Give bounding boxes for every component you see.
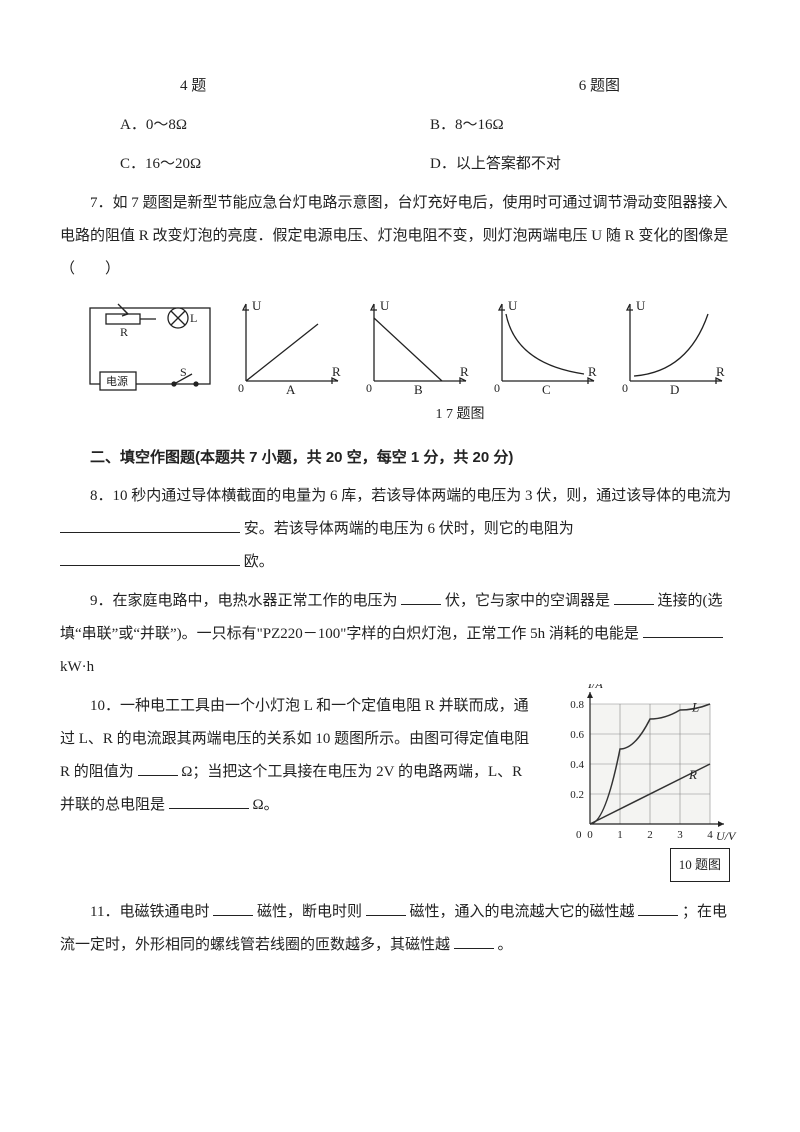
svg-text:R: R [460,364,469,379]
q10-figure: 0 1 2 3 4 0.2 0.4 0.6 0.8 0 U/V I/A L R 10 题图 [550,684,740,883]
svg-text:R: R [588,364,597,379]
q10-caption: 10 题图 [670,848,730,883]
q7-option-a: 0 U R A [228,296,348,396]
svg-text:D: D [670,382,679,396]
q9-t4: kW·h [60,659,94,675]
q10-wrap: 10．一种电工工具由一个小灯泡 L 和一个定值电阻 R 并联而成，通过 L、R … [60,684,740,883]
q8-t2: 安。若该导体两端的电压为 6 伏时，则它的电阻为 [244,521,574,537]
svg-text:3: 3 [677,829,683,841]
q6-choice-c: C．16～20Ω [120,148,430,181]
svg-text:L: L [190,311,197,325]
svg-text:电源: 电源 [106,374,128,388]
svg-text:2: 2 [647,829,653,841]
svg-text:0: 0 [622,381,628,395]
q7-diagram-row: R L S 电源 0 U R A 0 U R B [80,296,740,396]
q7-text: 7．如 7 题图是新型节能应急台灯电路示意图，台灯充好电后，使用时可通过调节滑动… [60,187,740,286]
q9-t1: 9．在家庭电路中，电热水器正常工作的电压为 [90,593,398,609]
q10-blank-1[interactable] [138,758,178,776]
svg-text:0: 0 [366,381,372,395]
q11-t1: 11．电磁铁通电时 [90,904,209,920]
q6-caption: 6 题图 [579,70,620,103]
q7-option-b: 0 U R B [356,296,476,396]
q6-choice-row-2: C．16～20Ω D．以上答案都不对 [60,148,740,181]
svg-text:I/A: I/A [587,684,603,691]
svg-text:0: 0 [587,829,593,841]
q11-t5: 。 [498,937,513,953]
q4-caption: 4 题 [180,70,206,103]
q9: 9．在家庭电路中，电热水器正常工作的电压为 伏，它与家中的空调器是 连接的(选填… [60,585,740,684]
svg-text:R: R [716,364,725,379]
q10-t3: Ω。 [253,797,279,813]
svg-text:0.6: 0.6 [570,729,584,741]
svg-text:0: 0 [494,381,500,395]
svg-text:0: 0 [238,381,244,395]
q11-blank-1[interactable] [213,898,253,916]
q6-choice-b: B．8～16Ω [430,109,740,142]
svg-text:0: 0 [576,829,582,841]
q11-blank-2[interactable] [366,898,406,916]
q6-choice-d: D．以上答案都不对 [430,148,740,181]
svg-text:4: 4 [707,829,713,841]
q7-diagram-caption: 1 7 题图 [180,400,740,431]
q10-blank-2[interactable] [169,791,249,809]
svg-text:U: U [508,298,518,313]
svg-text:0.2: 0.2 [570,789,584,801]
q11-t3: 磁性，通入的电流越大它的磁性越 [409,904,634,920]
svg-text:C: C [542,382,551,396]
svg-text:U/V: U/V [716,829,737,843]
q9-blank-3[interactable] [643,620,723,638]
q8-t1: 8．10 秒内通过导体横截面的电量为 6 库，若该导体两端的电压为 3 伏，则，… [90,488,731,504]
q11: 11．电磁铁通电时 磁性，断电时则 磁性，通入的电流越大它的磁性越 ；在电流一定… [60,896,740,962]
svg-text:0.8: 0.8 [570,699,584,711]
q6-choice-a: A．0～8Ω [120,109,430,142]
q10: 10．一种电工工具由一个小灯泡 L 和一个定值电阻 R 并联而成，通过 L、R … [60,690,538,822]
q8-blank-1[interactable] [60,515,240,533]
q7-circuit: R L S 电源 [80,296,220,396]
svg-text:S: S [180,365,187,379]
svg-text:L: L [691,699,699,714]
svg-text:R: R [332,364,341,379]
q9-blank-2[interactable] [614,587,654,605]
svg-text:U: U [636,298,646,313]
q8-blank-2[interactable] [60,548,240,566]
q9-blank-1[interactable] [401,587,441,605]
svg-text:0.4: 0.4 [570,759,584,771]
caption-row: 4 题 6 题图 [60,70,740,103]
q7-option-c: 0 U R C [484,296,604,396]
q7-option-d: 0 U R D [612,296,732,396]
q11-t2: 磁性，断电时则 [257,904,362,920]
q11-blank-3[interactable] [638,898,678,916]
section2-head: 二、填空作图题(本题共 7 小题，共 20 空，每空 1 分，共 20 分) [60,441,740,474]
svg-text:U: U [252,298,262,313]
q11-blank-4[interactable] [454,931,494,949]
q8-t3: 欧。 [244,554,274,570]
q8: 8．10 秒内通过导体横截面的电量为 6 库，若该导体两端的电压为 3 伏，则，… [60,480,740,579]
svg-text:U: U [380,298,390,313]
svg-text:B: B [414,382,423,396]
q6-choice-row-1: A．0～8Ω B．8～16Ω [60,109,740,142]
svg-text:1: 1 [617,829,623,841]
q10-graph: 0 1 2 3 4 0.2 0.4 0.6 0.8 0 U/V I/A L R [550,684,740,854]
svg-text:R: R [688,767,697,782]
q9-t2: 伏，它与家中的空调器是 [445,593,610,609]
svg-text:R: R [120,325,128,339]
svg-text:A: A [286,382,296,396]
